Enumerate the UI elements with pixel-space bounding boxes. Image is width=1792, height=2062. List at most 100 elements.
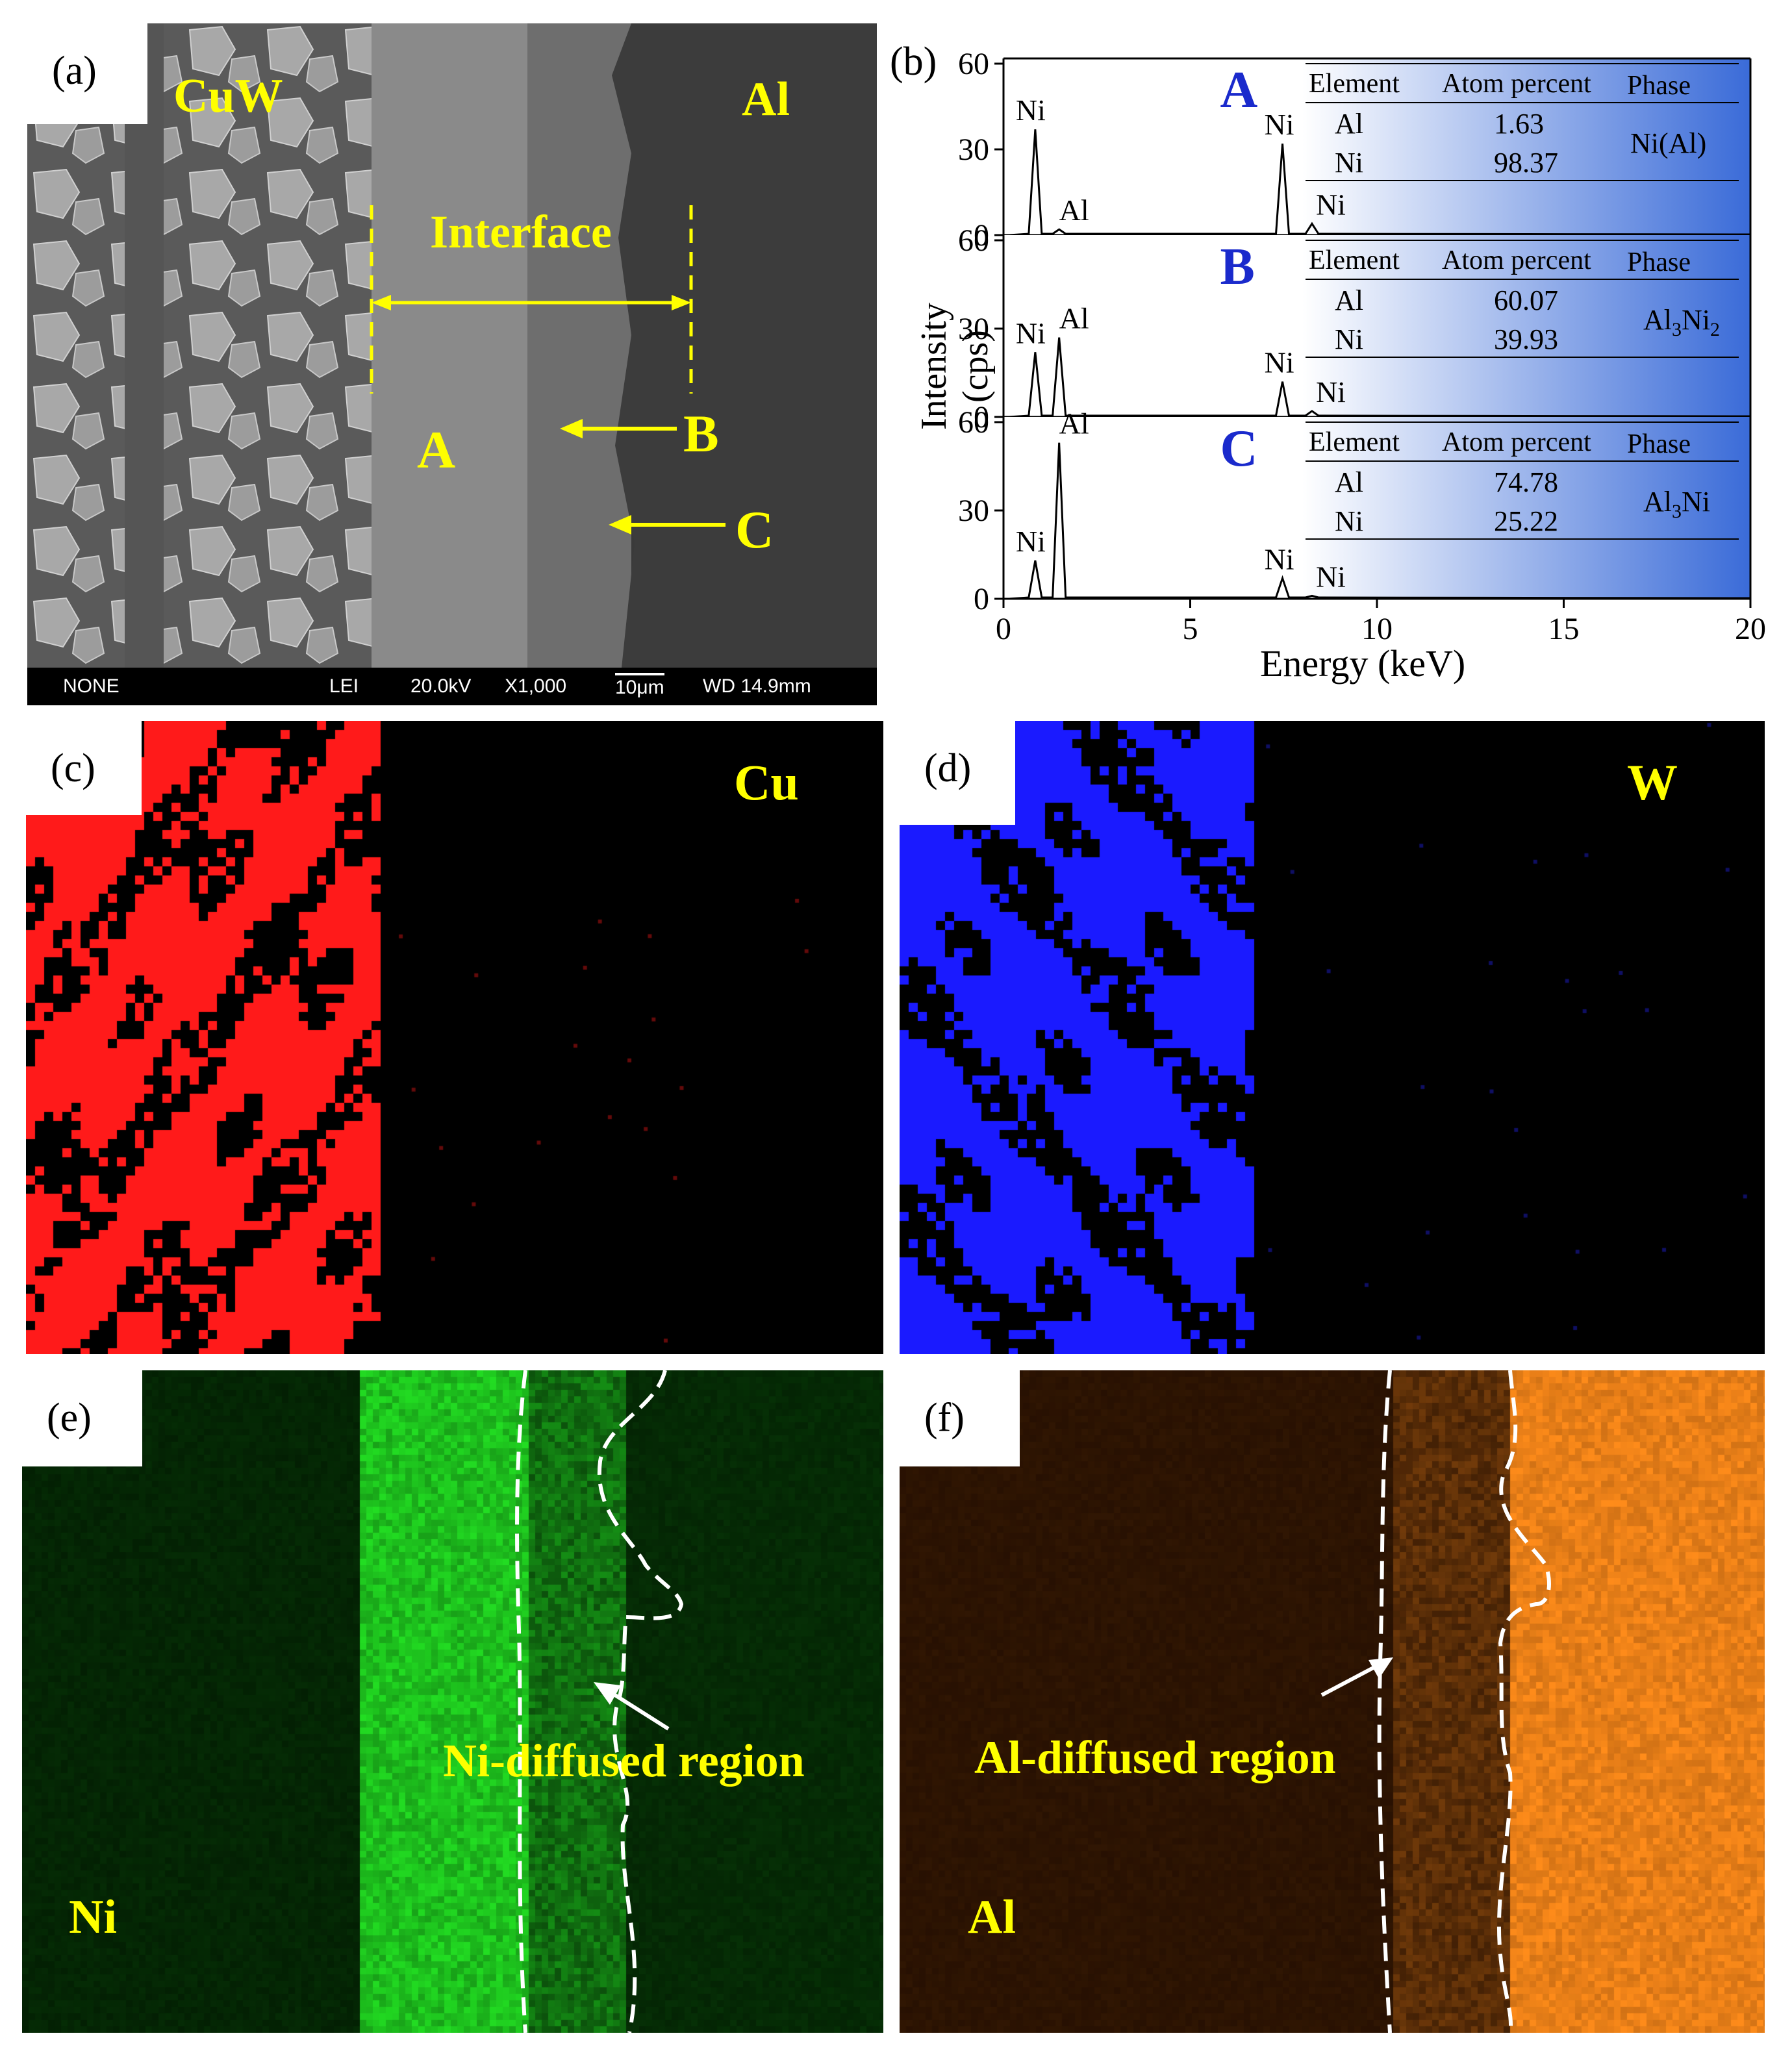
table-header-element-C: Element xyxy=(1309,427,1400,457)
ni-region-label: Ni-diffused region xyxy=(443,1735,805,1787)
cu-map xyxy=(26,721,883,1354)
table-element-B-0: Al xyxy=(1335,284,1363,316)
ni-diffused-boundary xyxy=(515,1370,684,2033)
sem-detector: LEI xyxy=(329,675,359,697)
sem-scale: 10μm xyxy=(615,673,664,699)
ytick-label-C-0: 0 xyxy=(974,582,989,616)
panel-a: (a) CuW Al Interface A B C NONE LEI 20.0… xyxy=(27,23,877,705)
peak-label-A-3: Ni xyxy=(1316,188,1346,221)
al-diffused-boundary xyxy=(1320,1370,1551,2033)
ni-element-label: Ni xyxy=(69,1891,117,1944)
al-region-label: Al-diffused region xyxy=(974,1731,1336,1783)
table-header-element-A: Element xyxy=(1309,69,1400,99)
spectrum-id-B: B xyxy=(1220,238,1255,295)
peak-label-B-0: Ni xyxy=(1016,316,1046,349)
ytick-label-C-60: 60 xyxy=(958,405,989,440)
panel-b-label: (b) xyxy=(890,40,937,84)
table-phase-B: Al3Ni2 xyxy=(1643,304,1720,340)
spectrum-line-A xyxy=(1009,129,1751,236)
peak-label-B-3: Ni xyxy=(1316,375,1346,409)
peak-label-C-3: Ni xyxy=(1316,560,1346,593)
panel-a-label: (a) xyxy=(52,49,97,93)
peak-label-A-2: Ni xyxy=(1265,108,1294,141)
sem-wd: WD 14.9mm xyxy=(703,675,811,697)
sem-signal: NONE xyxy=(63,675,120,697)
point-c-label: C xyxy=(735,500,774,559)
ni-map xyxy=(22,1370,883,2033)
table-value-B-1: 39.93 xyxy=(1494,323,1558,355)
table-header-element-B: Element xyxy=(1309,245,1400,275)
ytick-label-C-30: 30 xyxy=(958,494,989,528)
table-phase-A: Ni(Al) xyxy=(1630,127,1706,159)
w-element-label: W xyxy=(1627,754,1678,811)
panel-c: (c) Cu xyxy=(26,721,883,1354)
table-value-A-0: 1.63 xyxy=(1494,108,1544,140)
w-map xyxy=(900,721,1765,1354)
table-header-atom-B: Atom percent xyxy=(1442,245,1591,275)
spectrum-line-B xyxy=(1009,337,1751,418)
table-element-B-1: Ni xyxy=(1335,323,1363,355)
xtick-label-5: 5 xyxy=(1183,612,1198,646)
table-header-phase-B: Phase xyxy=(1627,247,1691,277)
point-b-label: B xyxy=(683,404,719,463)
cuw-label: CuW xyxy=(173,69,283,123)
xtick-label-0: 0 xyxy=(996,612,1011,646)
al-element-label: Al xyxy=(968,1891,1016,1944)
table-element-A-1: Ni xyxy=(1335,147,1363,179)
spectrum-id-A: A xyxy=(1220,62,1258,119)
ytick-label-B-30: 30 xyxy=(958,312,989,346)
panel-f: (f) Al-diffused region Al xyxy=(900,1370,1765,2033)
peak-label-C-2: Ni xyxy=(1265,542,1294,575)
peak-label-B-2: Ni xyxy=(1265,346,1294,379)
ytick-label-A-0: 0 xyxy=(974,218,989,253)
interface-marker xyxy=(370,205,726,534)
spectrum-band-A xyxy=(1003,58,1750,235)
panel-f-label: (f) xyxy=(924,1396,965,1440)
panel-a-label-box: (a) xyxy=(27,23,147,124)
panel-c-label-box: (c) xyxy=(26,721,142,815)
panel-b: (b) 0 30 60 Ni Al Ni Ni A Element Atom percent Pha… xyxy=(883,13,1792,695)
y-axis-label: Intensity (cps) xyxy=(914,303,996,430)
x-axis-label: Energy (keV) xyxy=(1260,642,1466,685)
cu-element-label: Cu xyxy=(734,754,799,811)
ytick-label-B-0: 0 xyxy=(974,400,989,434)
panel-c-label: (c) xyxy=(51,746,95,790)
panel-e: (e) Ni-diffused region Ni xyxy=(22,1370,883,2033)
table-value-A-1: 98.37 xyxy=(1494,147,1558,179)
spectrum-line-C xyxy=(1009,442,1751,600)
panel-d-label-box: (d) xyxy=(900,721,1015,825)
peak-label-A-1: Al xyxy=(1059,194,1089,227)
al-map xyxy=(900,1370,1765,2033)
al-label: Al xyxy=(742,73,790,126)
table-phase-C: Al3Ni xyxy=(1643,486,1710,522)
panel-f-label-box: (f) xyxy=(900,1370,1020,1466)
table-element-A-0: Al xyxy=(1335,108,1363,140)
peak-label-C-0: Ni xyxy=(1016,525,1046,558)
spectrum-band-C xyxy=(1003,417,1750,599)
sem-voltage: 20.0kV xyxy=(410,675,472,697)
table-value-B-0: 60.07 xyxy=(1494,284,1558,316)
table-value-C-1: 25.22 xyxy=(1494,505,1558,537)
xtick-label-15: 15 xyxy=(1548,612,1580,646)
table-element-C-0: Al xyxy=(1335,466,1363,498)
peak-label-C-1: Al xyxy=(1059,407,1089,440)
ytick-label-A-60: 60 xyxy=(958,47,989,81)
xtick-label-10: 10 xyxy=(1361,612,1393,646)
table-header-atom-C: Atom percent xyxy=(1442,427,1591,457)
peak-label-A-0: Ni xyxy=(1016,94,1046,127)
sem-image xyxy=(27,23,877,668)
table-header-phase-C: Phase xyxy=(1627,429,1691,459)
panel-d: (d) W xyxy=(900,721,1765,1354)
panel-d-label: (d) xyxy=(924,746,972,790)
table-header-atom-A: Atom percent xyxy=(1442,69,1591,99)
interface-label: Interface xyxy=(430,206,612,258)
ytick-label-B-60: 60 xyxy=(958,223,989,258)
spectrum-band-B xyxy=(1003,235,1750,417)
panel-e-label-box: (e) xyxy=(22,1370,142,1466)
xtick-label-20: 20 xyxy=(1735,612,1766,646)
peak-label-B-1: Al xyxy=(1059,302,1089,335)
sem-info-bar: NONE LEI 20.0kV X1,000 10μm WD 14.9mm xyxy=(27,668,877,705)
ytick-label-A-30: 30 xyxy=(958,132,989,167)
table-header-phase-A: Phase xyxy=(1627,71,1691,101)
